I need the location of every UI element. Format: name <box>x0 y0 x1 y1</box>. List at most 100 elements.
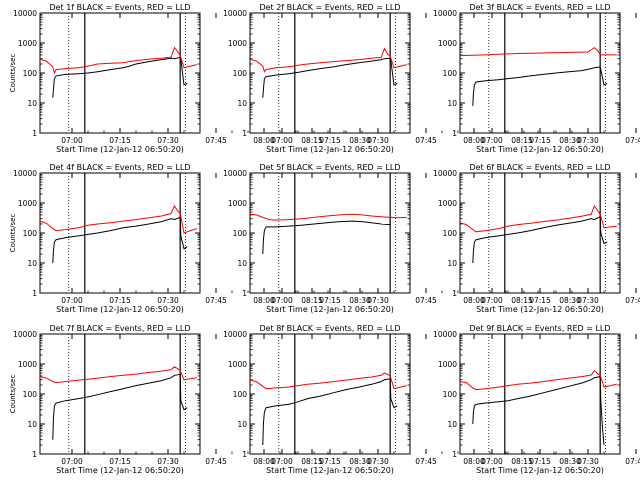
x-tick-label: 07:00 <box>271 457 293 466</box>
y-tick-label: 100 <box>233 229 248 238</box>
x-tick-label: 08:30 <box>349 136 371 145</box>
x-tick-label: 07:15 <box>319 457 341 466</box>
x-tick-label: 07:00 <box>481 296 503 305</box>
y-tick-label: 10000 <box>223 330 247 339</box>
y-tick-label: 1 <box>32 289 37 298</box>
x-axis-label: Start Time (12-Jan-12 06:50:20) <box>476 145 604 154</box>
y-tick-label: 1000 <box>18 360 37 369</box>
series-line-events <box>472 66 608 106</box>
x-tick-label: 08:15 <box>511 296 533 305</box>
y-tick-label: 10 <box>447 259 457 268</box>
x-tick-label: 08:30 <box>559 136 581 145</box>
y-tick-label: 1000 <box>438 39 457 48</box>
chart-panel-3: Det 3f BLACK = Events, RED = LLD 1 10 100 10… <box>433 3 640 154</box>
x-tick-label: 08:15 <box>301 136 323 145</box>
y-tick-label: 10000 <box>433 169 457 178</box>
series-line-lld <box>249 213 407 221</box>
plot-frame <box>39 12 201 134</box>
y-axis-label: Counts/sec <box>9 54 17 93</box>
x-tick-label: 07:00 <box>481 136 503 145</box>
chart-title: Det 7f BLACK = Events, RED = LLD <box>49 324 190 333</box>
series-line-events <box>52 56 188 98</box>
y-tick-label: 100 <box>23 390 38 399</box>
series-line-lld <box>249 47 407 73</box>
y-tick-label: 10 <box>27 99 37 108</box>
x-tick-label: 08:15 <box>301 296 323 305</box>
y-tick-label: 10000 <box>13 330 37 339</box>
x-tick-label: 07:30 <box>367 136 389 145</box>
series-line-events <box>262 57 398 98</box>
x-tick-label: 07:00 <box>271 296 293 305</box>
x-axis-label: Start Time (12-Jan-12 06:50:20) <box>56 145 184 154</box>
x-tick-label: 07:15 <box>109 136 131 145</box>
series-line-events <box>262 378 398 446</box>
y-tick-label: 1 <box>452 450 457 459</box>
y-tick-label: 10000 <box>13 169 37 178</box>
series-line-events <box>52 373 188 440</box>
x-tick-label: 07:30 <box>577 136 599 145</box>
y-tick-label: 100 <box>443 390 458 399</box>
x-tick-label: 07:45 <box>625 457 640 466</box>
y-tick-label: 1 <box>32 129 37 138</box>
chart-panel-7: Det 7f BLACK = Events, RED = LLD 1 10 100 10… <box>9 324 371 475</box>
x-tick-label: 07:30 <box>157 136 179 145</box>
y-tick-label: 1 <box>452 289 457 298</box>
y-tick-label: 10 <box>27 420 37 429</box>
chart-panel-8: Det 8f BLACK = Events, RED = LLD 1 10 100 10… <box>223 324 581 475</box>
y-tick-label: 100 <box>23 69 38 78</box>
chart-panel-5: Det 5f BLACK = Events, RED = LLD 1 10 100 10… <box>223 163 581 314</box>
x-tick-label: 08:30 <box>559 457 581 466</box>
x-tick-label: 07:45 <box>205 136 227 145</box>
x-tick-label: 07:15 <box>319 136 341 145</box>
y-tick-label: 1000 <box>438 199 457 208</box>
series-line-events <box>472 215 608 264</box>
chart-title: Det 8f BLACK = Events, RED = LLD <box>259 324 400 333</box>
x-tick-label: 07:30 <box>367 457 389 466</box>
x-tick-label: 07:00 <box>481 457 503 466</box>
x-tick-label: 07:30 <box>577 457 599 466</box>
chart-title: Det 2f BLACK = Events, RED = LLD <box>259 3 400 12</box>
x-tick-label: 07:45 <box>625 296 640 305</box>
x-tick-label: 07:45 <box>205 457 227 466</box>
x-axis-label: Start Time (12-Jan-12 06:50:20) <box>476 466 604 475</box>
x-tick-label: 07:45 <box>415 136 437 145</box>
x-tick-label: 07:00 <box>61 136 83 145</box>
chart-title: Det 9f BLACK = Events, RED = LLD <box>469 324 610 333</box>
x-axis-label: Start Time (12-Jan-12 06:50:20) <box>266 145 394 154</box>
x-tick-label: 07:15 <box>319 296 341 305</box>
x-tick-label: 07:45 <box>415 457 437 466</box>
y-tick-label: 1 <box>32 450 37 459</box>
x-tick-label: 07:30 <box>157 457 179 466</box>
chart-title: Det 5f BLACK = Events, RED = LLD <box>259 163 400 172</box>
series-line-events <box>262 220 391 255</box>
x-tick-label: 07:00 <box>61 457 83 466</box>
series-line-lld <box>459 204 617 233</box>
y-tick-label: 10000 <box>223 9 247 18</box>
y-tick-label: 1000 <box>228 39 247 48</box>
x-tick-label: 07:15 <box>529 296 551 305</box>
y-tick-label: 1000 <box>228 360 247 369</box>
x-tick-label: 08:30 <box>349 296 371 305</box>
chart-title: Det 4f BLACK = Events, RED = LLD <box>49 163 190 172</box>
y-tick-label: 10000 <box>433 9 457 18</box>
x-tick-label: 07:15 <box>529 457 551 466</box>
chart-title: Det 1f BLACK = Events, RED = LLD <box>49 3 190 12</box>
x-tick-label: 07:15 <box>529 136 551 145</box>
y-tick-label: 1000 <box>18 39 37 48</box>
x-axis-label: Start Time (12-Jan-12 06:50:20) <box>266 305 394 314</box>
x-tick-label: 08:00 <box>463 457 485 466</box>
y-tick-label: 100 <box>233 390 248 399</box>
x-tick-label: 08:15 <box>511 457 533 466</box>
x-tick-label: 07:15 <box>109 296 131 305</box>
y-tick-label: 100 <box>23 229 38 238</box>
plot-frame <box>39 172 201 294</box>
y-tick-label: 10 <box>27 259 37 268</box>
y-tick-label: 1 <box>452 129 457 138</box>
chart-panel-6: Det 6f BLACK = Events, RED = LLD 1 10 100 10… <box>433 163 640 314</box>
plot-frame <box>39 333 201 455</box>
y-tick-label: 10 <box>447 420 457 429</box>
chart-panel-9: Det 9f BLACK = Events, RED = LLD 1 10 100 10… <box>433 324 640 475</box>
y-axis-label: Counts/sec <box>9 214 17 253</box>
y-tick-label: 10 <box>447 99 457 108</box>
plot-frame <box>249 172 411 294</box>
